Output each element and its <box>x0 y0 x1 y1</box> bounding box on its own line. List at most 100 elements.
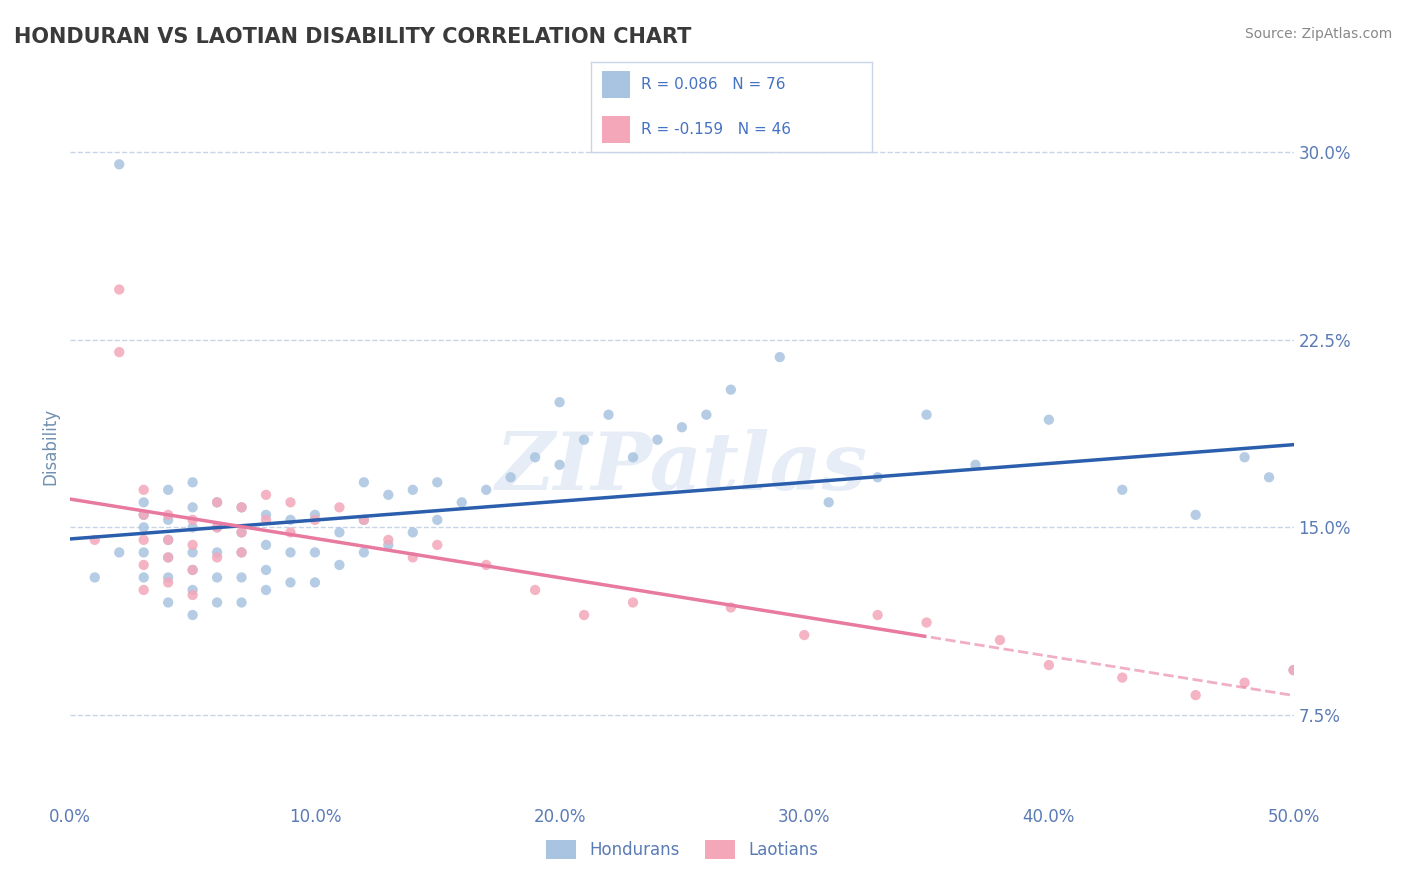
Point <box>1282 663 1305 677</box>
Point <box>524 582 547 597</box>
Point <box>377 533 399 547</box>
Point <box>132 582 155 597</box>
Point <box>377 538 399 552</box>
Point <box>108 157 131 171</box>
Point <box>402 525 425 540</box>
Point <box>205 595 228 609</box>
Point <box>181 545 204 559</box>
Bar <box>602 71 630 98</box>
Point <box>572 607 595 622</box>
Point <box>402 550 425 565</box>
Point <box>231 570 253 584</box>
Point <box>475 483 498 497</box>
Point <box>328 525 350 540</box>
Point <box>817 495 839 509</box>
Point <box>181 513 204 527</box>
Point <box>157 508 180 522</box>
Point <box>548 395 571 409</box>
Point <box>132 483 155 497</box>
Point <box>181 538 204 552</box>
Point <box>231 500 253 515</box>
Text: R = 0.086   N = 76: R = 0.086 N = 76 <box>641 78 786 92</box>
Point <box>304 575 326 590</box>
Point <box>598 408 620 422</box>
Point <box>548 458 571 472</box>
Point <box>402 483 425 497</box>
Point <box>254 563 277 577</box>
Point <box>1258 470 1281 484</box>
Point <box>915 408 938 422</box>
Point <box>254 488 277 502</box>
Point <box>108 345 131 359</box>
Point <box>304 545 326 559</box>
Point <box>83 570 105 584</box>
Point <box>132 508 155 522</box>
Point <box>132 520 155 534</box>
Point <box>231 545 253 559</box>
Point <box>720 600 742 615</box>
Point <box>157 550 180 565</box>
Text: ZIPatlas: ZIPatlas <box>496 429 868 506</box>
Point <box>426 475 449 490</box>
Point <box>328 500 350 515</box>
Point <box>231 545 253 559</box>
Point <box>426 538 449 552</box>
Point <box>181 582 204 597</box>
Point <box>793 628 815 642</box>
Point <box>205 520 228 534</box>
Point <box>621 595 644 609</box>
Point <box>965 458 987 472</box>
Point <box>499 470 522 484</box>
Point <box>108 283 131 297</box>
Point <box>988 633 1011 648</box>
Point <box>280 525 302 540</box>
Point <box>450 495 472 509</box>
Point <box>280 575 302 590</box>
Point <box>181 588 204 602</box>
Point <box>205 545 228 559</box>
Point <box>280 513 302 527</box>
Point <box>231 525 253 540</box>
Point <box>524 450 547 465</box>
Point <box>769 350 792 364</box>
Point <box>280 495 302 509</box>
Point <box>353 545 375 559</box>
Point <box>157 533 180 547</box>
Point <box>1038 413 1060 427</box>
Point <box>1233 675 1256 690</box>
Point <box>205 495 228 509</box>
Point <box>108 545 131 559</box>
Point <box>132 508 155 522</box>
Point <box>475 558 498 572</box>
Text: HONDURAN VS LAOTIAN DISABILITY CORRELATION CHART: HONDURAN VS LAOTIAN DISABILITY CORRELATI… <box>14 27 692 46</box>
Point <box>426 513 449 527</box>
Point <box>1282 663 1305 677</box>
Point <box>353 475 375 490</box>
Point <box>231 525 253 540</box>
Point <box>304 508 326 522</box>
Point <box>377 488 399 502</box>
Point <box>132 545 155 559</box>
Point <box>572 433 595 447</box>
Point <box>205 550 228 565</box>
Point <box>866 607 889 622</box>
Point <box>205 495 228 509</box>
Point <box>157 595 180 609</box>
Point <box>231 500 253 515</box>
Point <box>157 533 180 547</box>
Text: R = -0.159   N = 46: R = -0.159 N = 46 <box>641 122 792 136</box>
Point <box>254 582 277 597</box>
Point <box>720 383 742 397</box>
Bar <box>602 116 630 143</box>
Point <box>83 533 105 547</box>
Point <box>132 558 155 572</box>
Point <box>181 607 204 622</box>
Point <box>1184 508 1206 522</box>
Point <box>132 570 155 584</box>
Text: Source: ZipAtlas.com: Source: ZipAtlas.com <box>1244 27 1392 41</box>
Point <box>205 570 228 584</box>
Point <box>1184 688 1206 702</box>
Point <box>157 570 180 584</box>
Point <box>1233 450 1256 465</box>
Point <box>254 513 277 527</box>
